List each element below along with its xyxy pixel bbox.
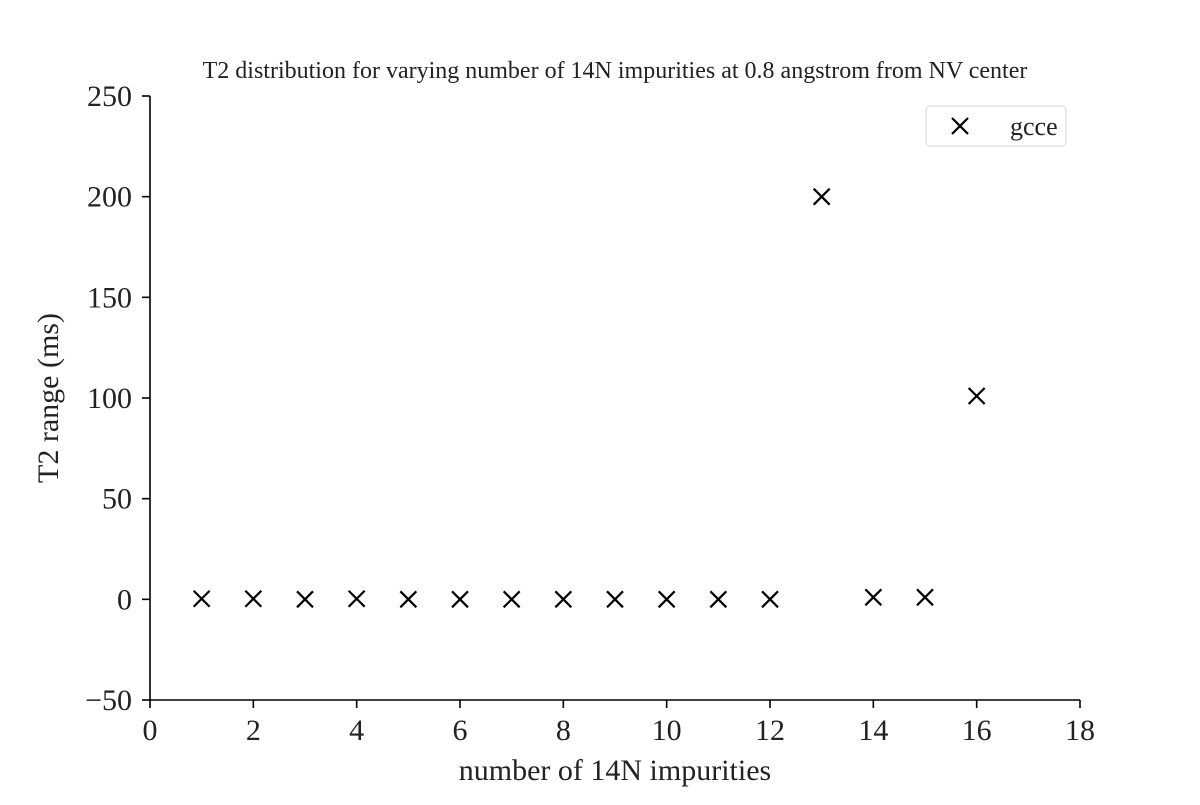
data-point <box>554 590 573 609</box>
data-point <box>502 590 521 609</box>
legend: gcce <box>925 105 1067 147</box>
x-tick-label: 12 <box>755 714 785 747</box>
axes: 0 2 4 6 8 10 12 14 16 18 −50 0 50 100 150 200 250 <box>85 80 1095 747</box>
legend-box <box>925 105 1067 147</box>
x-tick-label: 10 <box>652 714 682 747</box>
legend-marker-x-icon <box>951 117 969 135</box>
data-point <box>761 590 779 609</box>
data-points <box>192 187 986 609</box>
data-point <box>244 589 263 608</box>
data-point <box>967 387 986 405</box>
x-ticks: 0 2 4 6 8 10 12 14 16 18 <box>143 700 1095 747</box>
y-tick-label: 100 <box>87 382 132 415</box>
data-point <box>399 590 418 609</box>
data-point <box>296 590 314 609</box>
x-tick-label: 2 <box>246 714 261 747</box>
y-tick-label: 150 <box>87 281 132 314</box>
y-tick-label: 50 <box>102 483 132 516</box>
data-point <box>864 588 883 607</box>
data-point <box>192 589 211 608</box>
x-tick-label: 8 <box>556 714 571 747</box>
y-tick-label: −50 <box>85 684 132 717</box>
data-point <box>347 589 366 608</box>
data-point <box>709 590 728 609</box>
data-point <box>812 187 831 206</box>
x-tick-label: 0 <box>143 714 158 747</box>
y-tick-label: 250 <box>87 80 132 113</box>
legend-marker-glyph <box>951 117 969 135</box>
data-point <box>657 590 676 609</box>
chart-title: T2 distribution for varying number of 14… <box>203 58 1028 84</box>
x-tick-label: 6 <box>453 714 468 747</box>
x-tick-label: 16 <box>962 714 992 747</box>
data-point <box>451 590 469 609</box>
y-ticks: −50 0 50 100 150 200 250 <box>85 80 150 717</box>
y-tick-label: 200 <box>87 181 132 214</box>
legend-label: gcce <box>1010 112 1058 141</box>
y-axis-label: T2 range (ms) <box>32 313 65 483</box>
data-point <box>606 590 624 609</box>
x-tick-label: 4 <box>349 714 364 747</box>
x-axis-label: number of 14N impurities <box>459 754 771 787</box>
data-point <box>916 588 934 607</box>
x-tick-label: 18 <box>1065 714 1095 747</box>
y-tick-label: 0 <box>117 583 132 616</box>
x-tick-label: 14 <box>858 714 888 747</box>
